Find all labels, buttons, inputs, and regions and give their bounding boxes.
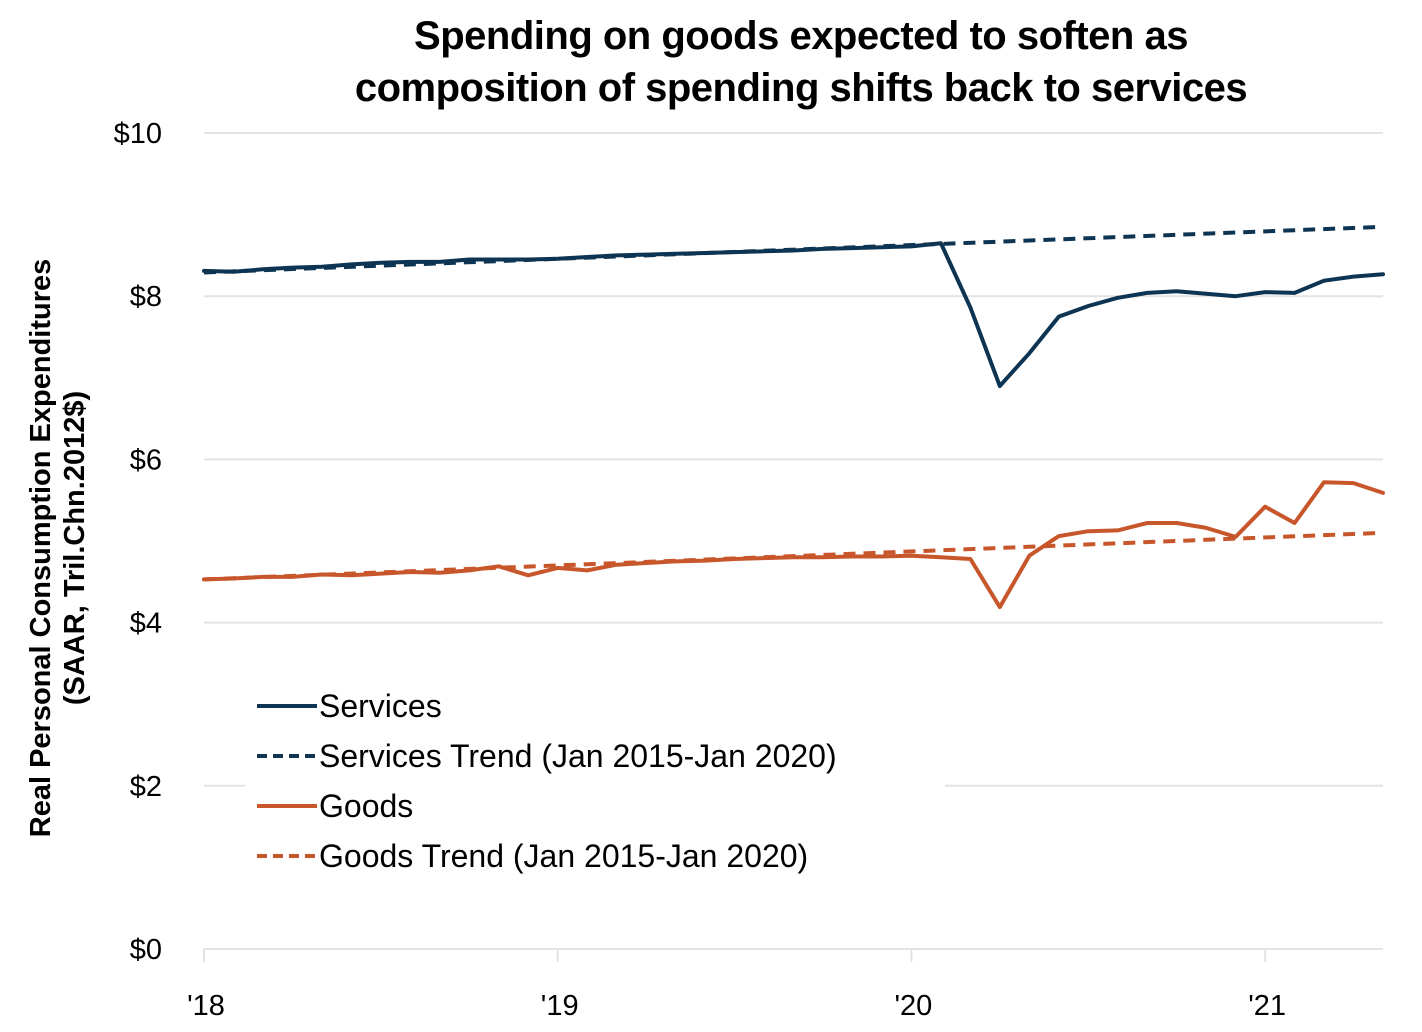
legend-label-goods: Goods [319, 788, 413, 824]
legend-label-services-trend-jan-2015-jan-2020: Services Trend (Jan 2015-Jan 2020) [319, 738, 837, 774]
x-tick-label-1: '19 [541, 990, 579, 1022]
x-axis-ticks: '18 '19 '20 '21 [187, 949, 1286, 1022]
legend-label-services: Services [319, 688, 442, 724]
y-tick-label-6: $6 [130, 444, 162, 476]
y-tick-label-2: $2 [130, 771, 162, 803]
chart-title-line-1: Spending on goods expected to soften as [414, 14, 1188, 58]
series-line-goods [202, 480, 1385, 610]
legend-label-goods-trend-jan-2015-jan-2020: Goods Trend (Jan 2015-Jan 2020) [319, 838, 808, 874]
x-tick-label-0: '18 [187, 990, 225, 1022]
legend-background [245, 680, 945, 880]
y-tick-label-10: $10 [114, 118, 162, 150]
gridlines [204, 132, 1383, 950]
y-tick-label-0: $0 [130, 934, 162, 966]
y-axis-ticks: $0 $2 $4 $6 $8 $10 [114, 118, 162, 966]
y-tick-label-4: $4 [130, 608, 162, 640]
series-line-services [202, 241, 1385, 388]
x-tick-label-2: '20 [895, 990, 933, 1022]
x-tick-label-3: '21 [1248, 990, 1286, 1022]
chart-title: Spending on goods expected to soften as … [180, 10, 1422, 114]
chart-title-line-2: composition of spending shifts back to s… [354, 66, 1248, 110]
legend: Services Services Trend (Jan 2015-Jan 202… [245, 680, 945, 880]
y-tick-label-8: $8 [130, 281, 162, 313]
series-group [202, 224, 1385, 610]
